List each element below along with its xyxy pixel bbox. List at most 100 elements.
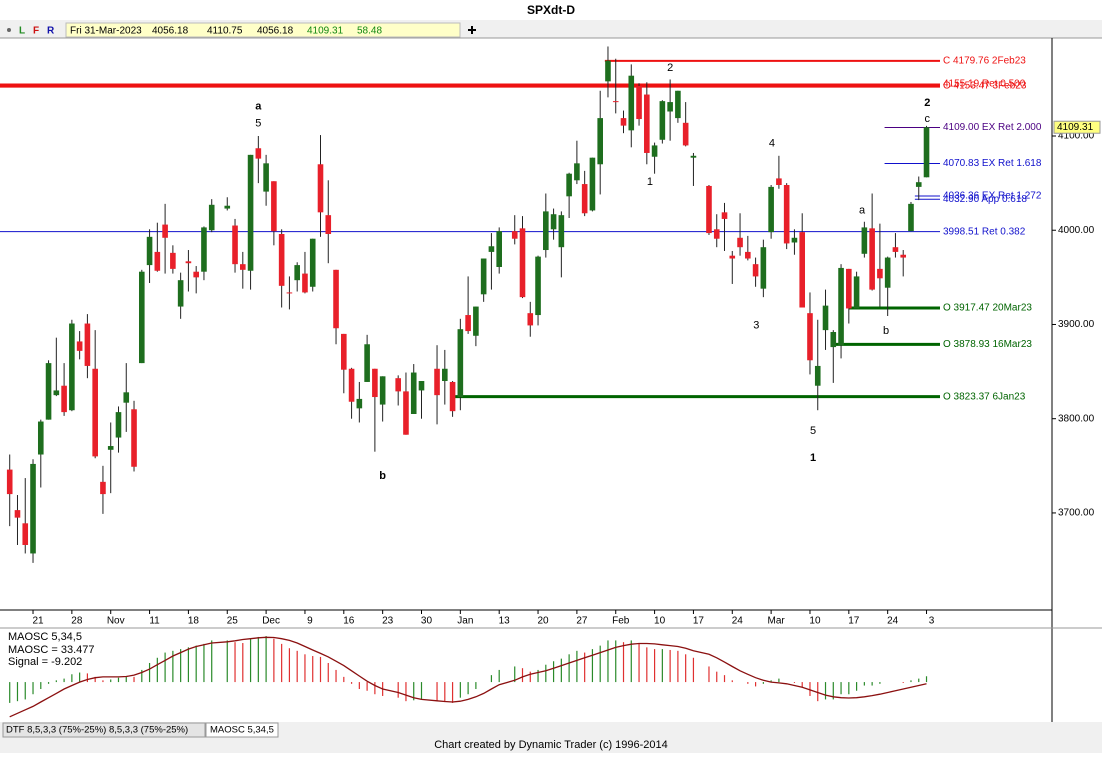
candle-body bbox=[752, 264, 759, 277]
x-tick-label: 25 bbox=[227, 616, 239, 627]
candle-body bbox=[193, 271, 199, 278]
x-tick-label: Mar bbox=[768, 616, 786, 627]
tab[interactable] bbox=[2, 722, 206, 738]
tab-label[interactable]: DTF 8,5,3,3 (75%-25%) 8,5,3,3 (75%-25%) bbox=[6, 725, 188, 736]
candle-body bbox=[6, 469, 13, 495]
candle-body bbox=[278, 234, 285, 286]
candle-body bbox=[651, 145, 658, 157]
x-tick-label: 9 bbox=[307, 616, 313, 627]
candle-body bbox=[294, 265, 300, 281]
readout-close: 4109.31 bbox=[307, 26, 344, 37]
candle-body bbox=[138, 271, 145, 364]
candle-body bbox=[574, 163, 580, 181]
x-tick-label: Jan bbox=[457, 616, 473, 627]
candle-body bbox=[768, 186, 774, 233]
candle-body bbox=[45, 363, 52, 420]
candle-body bbox=[177, 280, 184, 307]
add-button[interactable] bbox=[468, 26, 476, 34]
candle-body bbox=[900, 254, 907, 258]
x-tick-label: 17 bbox=[848, 616, 860, 627]
candle-body bbox=[566, 173, 572, 197]
candle-body bbox=[776, 178, 782, 186]
candle-body bbox=[496, 231, 502, 267]
level-label: 4155.19 Ret 0.500 bbox=[943, 79, 1026, 90]
level-label: O 3823.37 6Jan23 bbox=[943, 391, 1026, 402]
candle-body bbox=[713, 229, 720, 239]
candle-body bbox=[255, 148, 262, 159]
candle-body bbox=[814, 365, 821, 386]
wave-label: b bbox=[379, 470, 386, 482]
candle-body bbox=[706, 185, 712, 234]
oscillator-readout: Signal = -9.202 bbox=[8, 656, 82, 668]
candle-body bbox=[667, 102, 673, 112]
candle-body bbox=[791, 237, 798, 243]
candle-body bbox=[372, 368, 378, 398]
candle-body bbox=[84, 323, 91, 366]
x-tick-label: 21 bbox=[32, 616, 44, 627]
toolbar-button[interactable]: L bbox=[19, 26, 25, 37]
candle-body bbox=[30, 463, 36, 554]
oscillator-title: MAOSC 5,34,5 bbox=[8, 631, 82, 643]
wave-label: a bbox=[255, 101, 262, 113]
x-tick-label: 28 bbox=[71, 616, 83, 627]
candle-body bbox=[92, 368, 98, 457]
candle-body bbox=[861, 227, 868, 254]
x-tick-label: 24 bbox=[887, 616, 899, 627]
x-tick-label: 3 bbox=[929, 616, 935, 627]
footer: Chart created by Dynamic Trader (c) 1996… bbox=[434, 739, 668, 751]
candle-body bbox=[379, 376, 386, 405]
x-tick-label: 18 bbox=[188, 616, 200, 627]
last-price-box bbox=[1053, 120, 1101, 134]
candle-body bbox=[760, 247, 767, 289]
title-bar bbox=[0, 0, 1102, 20]
candle-body bbox=[908, 203, 914, 232]
candle-body bbox=[799, 232, 806, 308]
candle-body bbox=[131, 409, 137, 467]
x-tick-label: Dec bbox=[262, 616, 280, 627]
candle-body bbox=[628, 75, 635, 131]
candle-body bbox=[783, 185, 790, 244]
x-tick-label: 16 bbox=[343, 616, 355, 627]
oscillator-readout: MAOSC = 33.477 bbox=[8, 644, 95, 656]
candle-body bbox=[348, 368, 355, 402]
tab-active[interactable] bbox=[205, 722, 279, 738]
toolbar-button[interactable]: R bbox=[47, 26, 55, 37]
x-tick-label: 13 bbox=[499, 616, 511, 627]
y-tick-label: 4000.00 bbox=[1058, 225, 1095, 236]
level-label: O 4153.47 3Feb23 bbox=[943, 80, 1027, 91]
candle-body bbox=[612, 101, 619, 103]
candle-body bbox=[418, 381, 425, 391]
candle-body bbox=[286, 292, 293, 294]
candle-body bbox=[317, 164, 324, 213]
chart-title: SPXdt-D bbox=[527, 3, 575, 17]
level-label: O 3917.47 20Mar23 bbox=[943, 303, 1032, 314]
x-tick-label: 23 bbox=[382, 616, 394, 627]
candle-body bbox=[37, 421, 44, 455]
candle-body bbox=[201, 227, 207, 272]
candle-body bbox=[807, 313, 813, 361]
signal-line bbox=[9, 636, 927, 718]
candle-body bbox=[123, 392, 130, 403]
readout-change: 58.48 bbox=[357, 26, 382, 37]
candle-body bbox=[325, 215, 332, 235]
wave-label: 1 bbox=[647, 176, 653, 188]
level-label: 4036.36 EX Ret 1.272 bbox=[943, 191, 1042, 202]
toolbar-button[interactable]: F bbox=[33, 26, 39, 37]
candle-body bbox=[403, 391, 409, 435]
candle-body bbox=[69, 323, 75, 411]
tab-label[interactable]: MAOSC 5,34,5 bbox=[210, 725, 274, 736]
candle-body bbox=[410, 372, 417, 414]
candle-body bbox=[14, 510, 21, 518]
candle-body bbox=[581, 184, 588, 214]
candle-body bbox=[488, 246, 495, 252]
y-tick-label: 4100.00 bbox=[1058, 131, 1095, 142]
wave-label: 3 bbox=[753, 319, 759, 331]
candle-body bbox=[247, 154, 254, 271]
wave-label: c bbox=[925, 113, 931, 125]
x-tick-label: Nov bbox=[107, 616, 125, 627]
wave-label: 1 bbox=[810, 452, 816, 464]
candle-body bbox=[745, 251, 751, 259]
wave-label: 4 bbox=[769, 137, 775, 149]
